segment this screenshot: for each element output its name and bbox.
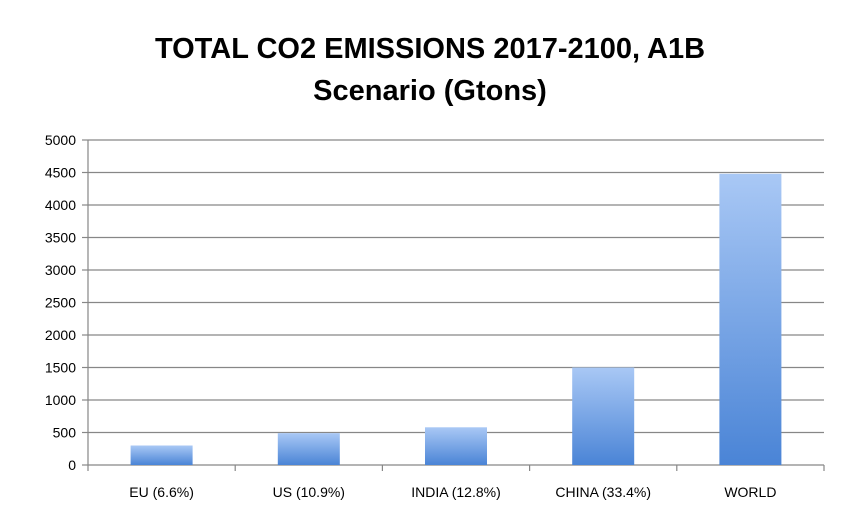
bar-4	[719, 173, 782, 466]
bars	[130, 173, 782, 466]
chart-title-line-2: Scenario (Gtons)	[313, 75, 547, 107]
y-tick-label-1500: 1500	[45, 360, 76, 376]
x-category-label-2: INDIA (12.8%)	[411, 484, 500, 500]
bar-2	[425, 427, 487, 465]
y-tick-label-4000: 4000	[45, 197, 76, 213]
axes	[87, 140, 825, 471]
bar-0	[130, 445, 193, 465]
x-category-label-4: WORLD	[724, 484, 776, 500]
y-tick-labels: 0 500 1000 1500 2000 2500 3000 3500 4000 4500 5000	[45, 132, 76, 473]
x-category-labels: EU (6.6%) US (10.9%) INDIA (12.8%) CHINA (3…	[129, 484, 776, 500]
y-tick-label-5000: 5000	[45, 132, 76, 148]
gridlines	[82, 139, 824, 466]
y-tick-label-1000: 1000	[45, 392, 76, 408]
y-tick-label-0: 0	[68, 457, 76, 473]
y-tick-label-4500: 4500	[45, 165, 76, 181]
x-category-label-1: US (10.9%)	[273, 484, 345, 500]
y-tick-label-2000: 2000	[45, 327, 76, 343]
y-tick-label-3000: 3000	[45, 262, 76, 278]
x-category-label-3: CHINA (33.4%)	[555, 484, 651, 500]
y-tick-label-3500: 3500	[45, 230, 76, 246]
chart-title-line-1: TOTAL CO2 EMISSIONS 2017-2100, A1B	[155, 33, 705, 65]
bar-1	[277, 433, 340, 465]
x-category-label-0: EU (6.6%)	[129, 484, 194, 500]
y-tick-label-2500: 2500	[45, 295, 76, 311]
y-tick-label-500: 500	[53, 425, 77, 441]
bar-3	[572, 367, 635, 465]
